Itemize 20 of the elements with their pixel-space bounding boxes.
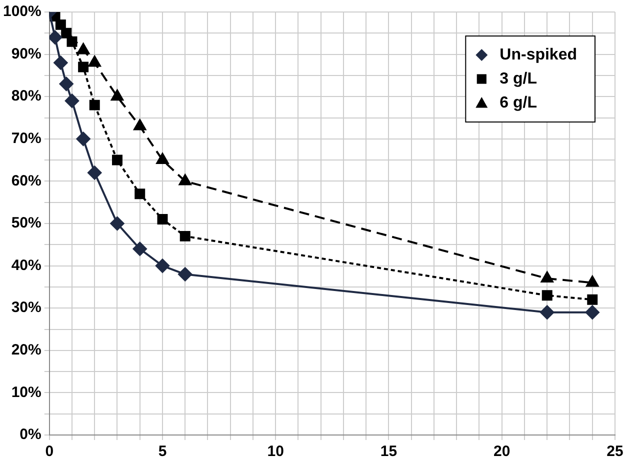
x-tick-label: 20 (494, 443, 510, 460)
y-tick-label: 100% (2, 3, 42, 20)
legend-label: Un-spiked (500, 46, 577, 64)
y-tick-label: 10% (11, 384, 42, 401)
y-tick-label: 0% (20, 426, 42, 444)
y-tick-label: 80% (11, 88, 42, 105)
y-tick-label: 70% (11, 130, 42, 148)
y-tick-label: 60% (11, 172, 42, 190)
y-tick-label: 40% (11, 256, 42, 274)
y-tick-label: 30% (11, 299, 42, 316)
x-tick-label: 15 (380, 443, 398, 460)
x-tick-label: 0 (45, 443, 54, 460)
legend-label: 3 g/L (500, 70, 538, 88)
y-tick-label: 20% (11, 342, 42, 359)
y-tick-label: 50% (11, 214, 42, 232)
x-tick-label: 5 (158, 443, 167, 460)
x-tick-label: 10 (267, 443, 284, 460)
y-tick-label: 90% (11, 45, 42, 62)
x-tick-label: 25 (606, 443, 624, 460)
legend-label: 6 g/L (500, 94, 538, 112)
